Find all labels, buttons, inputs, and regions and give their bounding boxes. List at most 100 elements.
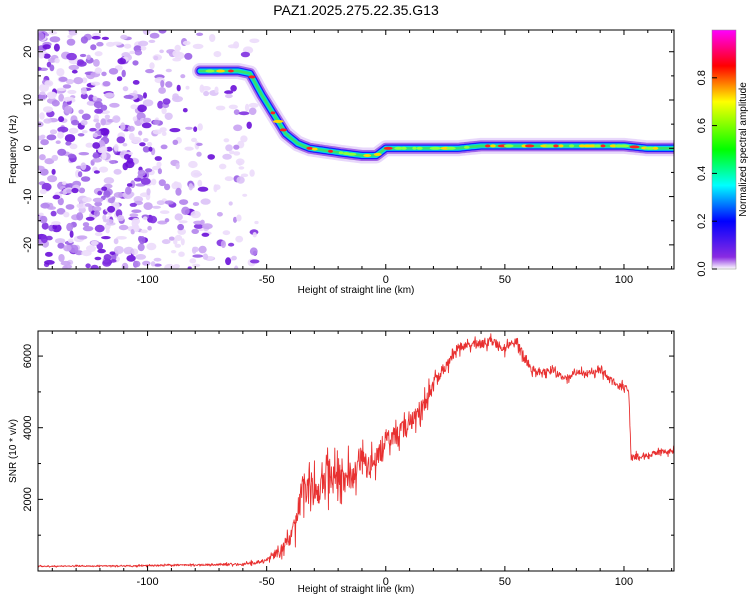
snr-xtick-label: -50 — [259, 576, 275, 588]
spectrogram-noise-blob — [148, 39, 156, 44]
spectrogram-noise-blob — [200, 198, 211, 205]
spectrogram-noise-blob — [85, 203, 91, 207]
spectrogram-noise-blob — [52, 224, 58, 230]
spectrogram-noise-blob — [64, 134, 76, 143]
ridge-hotspot — [383, 146, 393, 150]
colorbar-label: Normalized spectral amplitude — [738, 82, 749, 217]
ridge-hotspot — [312, 147, 318, 151]
spectrogram-noise-blob — [80, 119, 88, 126]
spectrogram-noise-blob — [189, 258, 197, 264]
spectrogram-noise-blob — [113, 238, 119, 245]
spectrogram-noise-blob — [80, 36, 88, 44]
spectrogram-noise-blob — [157, 220, 168, 225]
spectrogram-noise-blob — [156, 161, 162, 168]
spectrogram-noise-blob — [240, 51, 250, 58]
spectrogram-noise-blob — [140, 46, 147, 51]
spectrogram-noise-blob — [192, 202, 200, 206]
spectrogram-noise-blob — [42, 44, 51, 50]
spectrogram-noise-blob — [92, 197, 104, 203]
spectrogram-ytick-label: 10 — [22, 94, 34, 106]
spectrogram-noise-blob — [249, 247, 258, 256]
ridge-hotspot — [338, 151, 344, 155]
spectrogram-noise-blob — [191, 228, 199, 234]
spectrogram-noise-blob — [126, 183, 133, 187]
ridge-hotspot — [328, 149, 333, 153]
spectrogram-noise-blob — [123, 94, 134, 99]
spectrogram-noise-blob — [102, 81, 111, 87]
spectrogram-noise-blob — [242, 193, 248, 197]
spectrogram-noise-blob — [57, 126, 69, 133]
snr-series-layer — [38, 333, 674, 568]
spectrogram-noise-blob — [133, 196, 144, 203]
ridge-hotspot — [228, 69, 234, 73]
ridge-hotspot — [429, 146, 441, 150]
spectrogram-noise-blob — [180, 74, 186, 79]
ridge-hotspot — [558, 144, 564, 148]
spectrogram-noise-blob — [227, 44, 239, 49]
ridge-hotspot — [270, 111, 276, 115]
spectrogram-noise-blob — [68, 64, 80, 71]
spectrogram-noise-blob — [66, 222, 74, 232]
ridge-hotspot — [569, 144, 575, 148]
spectrogram-xtick-label: 50 — [499, 274, 511, 286]
spectrogram-noise-blob — [92, 95, 98, 101]
spectrogram-noise-blob — [149, 32, 160, 39]
spectrogram-noise-blob — [38, 66, 42, 71]
spectrogram-noise-blob — [49, 36, 61, 43]
spectrogram-noise-blob — [94, 224, 105, 233]
spectrogram-noise-blob — [90, 44, 97, 51]
ridge-hotspot — [485, 144, 491, 148]
spectrogram-noise-blob — [159, 49, 164, 54]
spectrogram-noise-blob — [53, 43, 60, 52]
ridge-hotspot — [593, 144, 602, 148]
spectrogram-noise-blob — [151, 178, 157, 186]
snr-line-snr — [38, 333, 674, 568]
spectrogram-noise-blob — [182, 40, 191, 46]
spectrogram-noise-blob — [196, 151, 202, 157]
spectrogram-noise-blob — [122, 86, 129, 92]
spectrogram-noise-blob — [149, 62, 155, 70]
snr-ylabel: SNR (10 * v/v) — [8, 419, 19, 483]
spectrogram-noise-blob — [91, 35, 101, 40]
spectrogram-noise-blob — [51, 154, 59, 162]
spectrogram-noise-blob — [106, 146, 113, 152]
spectrogram-noise-blob — [71, 187, 79, 194]
spectrogram-noise-blob — [190, 210, 201, 219]
spectrogram-noise-blob — [201, 232, 210, 237]
snr-xlabel: Height of straight line (km) — [298, 584, 415, 595]
spectrogram-noise-blob — [222, 230, 231, 236]
spectrogram-noise-blob — [116, 136, 126, 144]
spectrogram-noise-blob — [73, 77, 84, 85]
spectrogram-noise-blob — [69, 143, 78, 150]
spectrogram-noise-blob — [233, 144, 240, 150]
spectrogram-noise-blob — [203, 90, 210, 97]
spectrogram-noise-blob — [193, 220, 204, 225]
spectrogram-noise-blob — [130, 229, 135, 235]
spectrogram-noise-blob — [39, 91, 46, 96]
spectrogram-noise-blob — [97, 190, 103, 196]
spectrogram-noise-blob — [193, 223, 204, 229]
spectrogram-xtick-label: -100 — [137, 274, 159, 286]
ridge-hotspot — [644, 146, 656, 150]
spectrogram-noise-blob — [233, 109, 240, 115]
spectrogram-noise-blob — [192, 43, 204, 50]
spectrogram-noise-blob — [66, 38, 76, 46]
spectrogram-noise-blob — [152, 119, 161, 125]
spectrogram-noise-blob — [55, 140, 61, 144]
spectrogram-noise-blob — [175, 187, 182, 196]
ridge-hotspot — [545, 144, 557, 148]
spectrogram-noise-blob — [134, 177, 142, 182]
spectrogram-noise-blob — [62, 265, 68, 269]
spectrogram-noise-blob — [222, 153, 232, 160]
spectrogram-noise-blob — [80, 176, 91, 182]
spectrogram-noise-blob — [238, 166, 245, 170]
ridge-hotspot — [412, 146, 417, 150]
spectrogram-noise-blob — [220, 240, 226, 249]
spectrogram-noise-blob — [102, 214, 107, 221]
spectrogram-noise-blob — [45, 251, 53, 257]
spectrogram-noise-blob — [85, 216, 95, 221]
spectrogram-noise-blob — [174, 44, 181, 52]
spectrogram-noise-blob — [228, 242, 235, 247]
spectrogram-noise-blob — [103, 177, 115, 184]
